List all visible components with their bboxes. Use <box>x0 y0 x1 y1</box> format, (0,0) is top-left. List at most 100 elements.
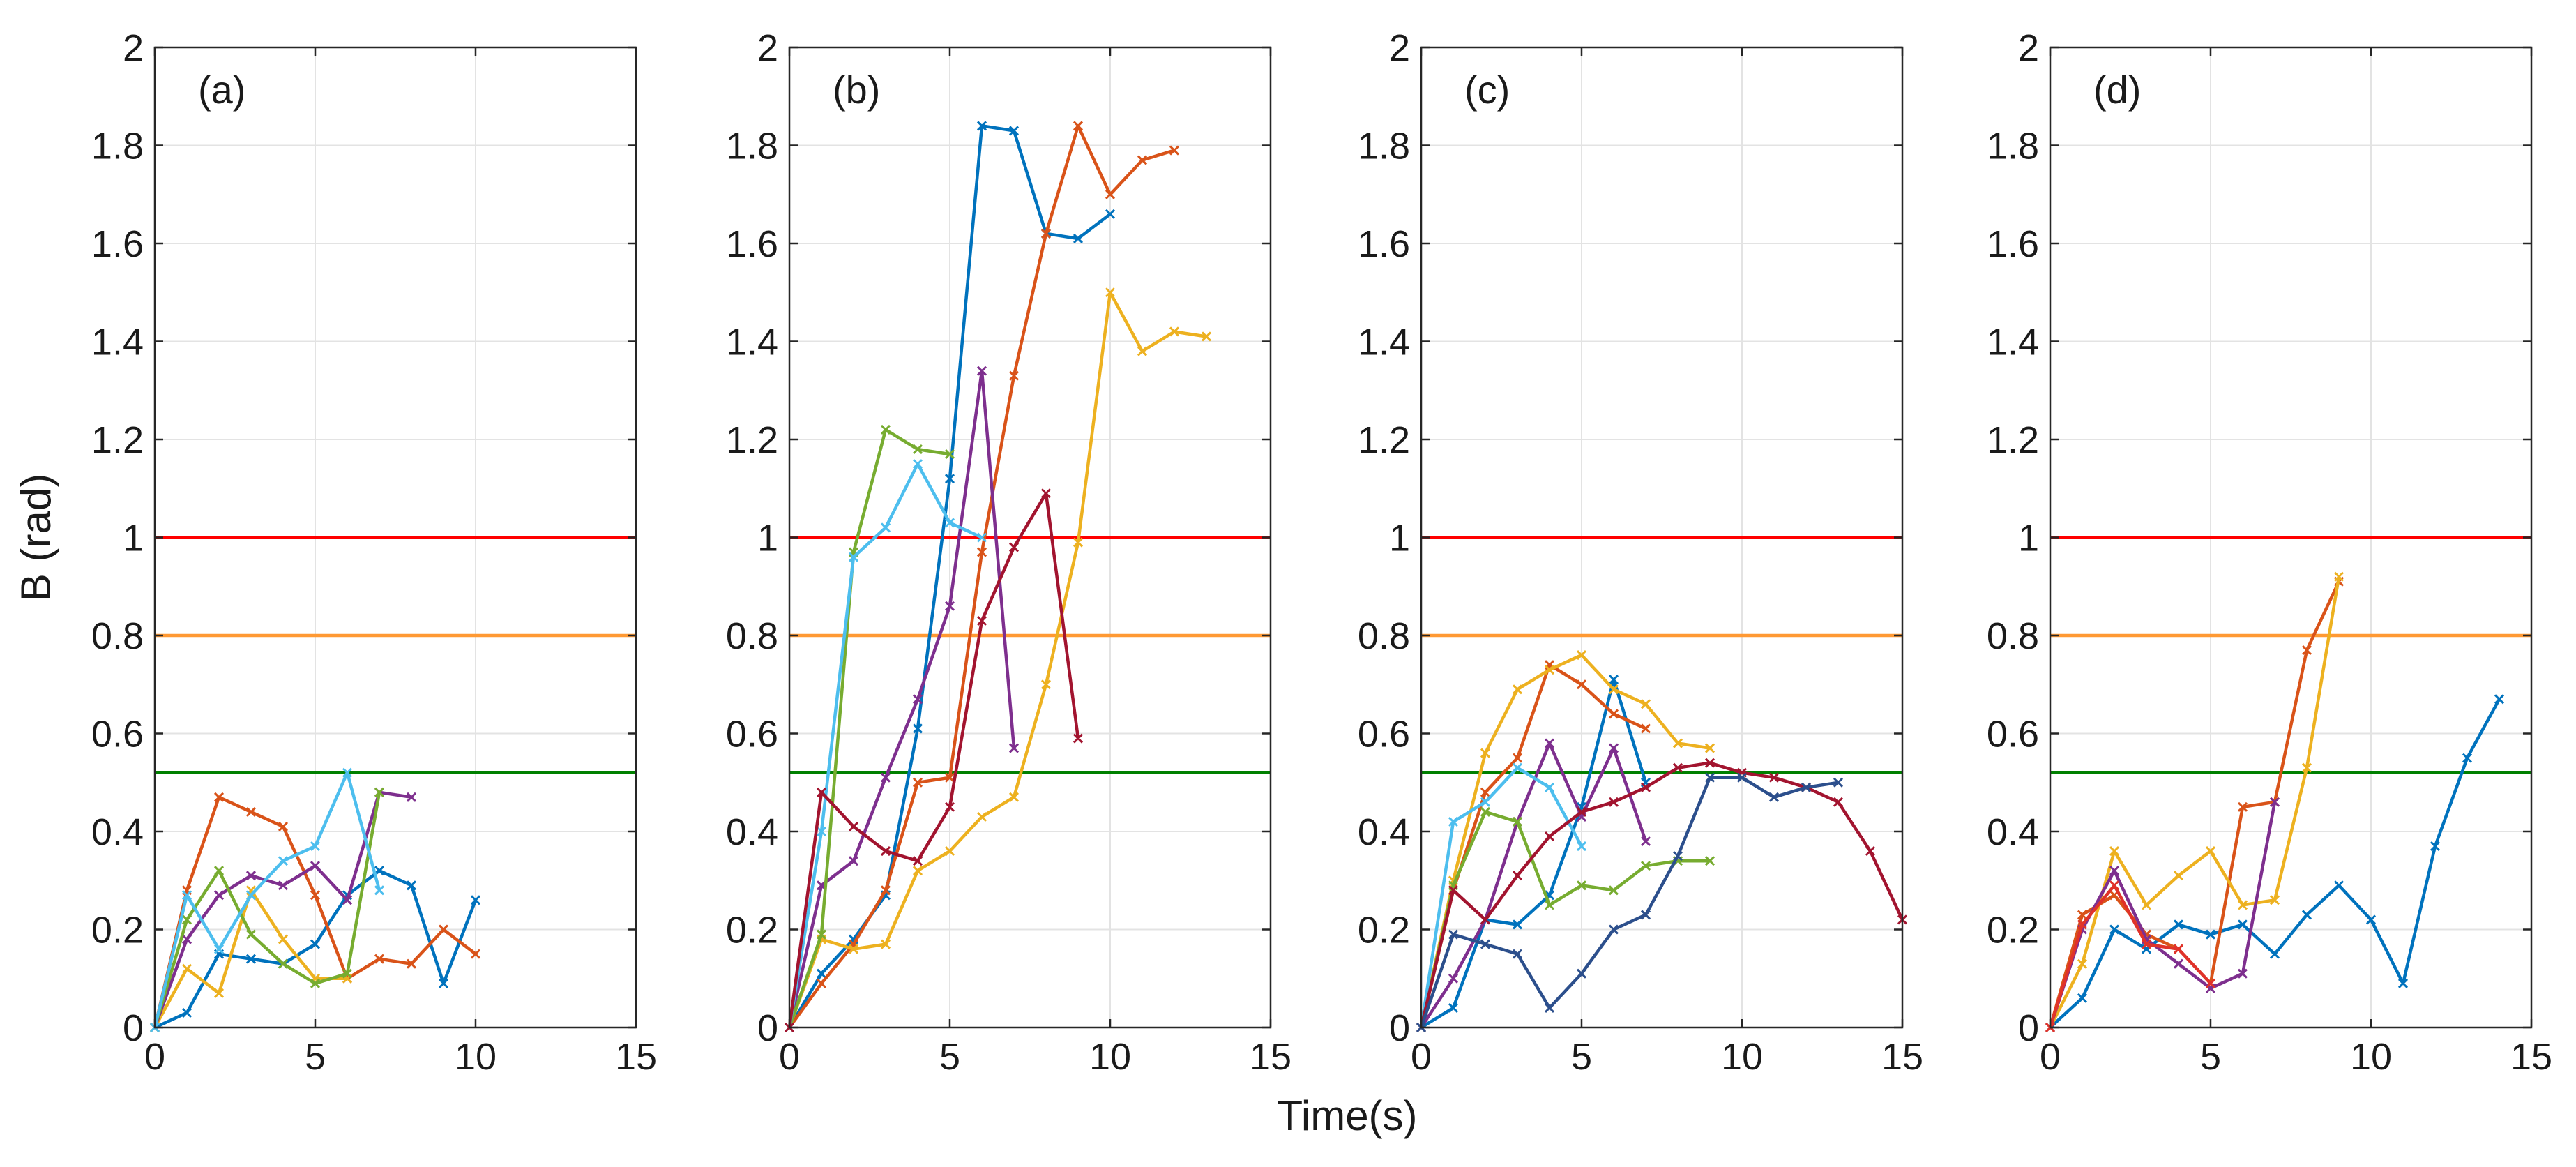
data-point-marker <box>848 552 859 562</box>
data-point-marker <box>406 880 417 891</box>
data-point-marker <box>1865 846 1876 857</box>
y-tick-label: 0 <box>2018 1007 2039 1049</box>
data-point-marker <box>2077 993 2088 1003</box>
y-tick-label: 2 <box>757 27 778 69</box>
data-point-marker <box>1576 650 1587 661</box>
data-point-marker <box>944 772 955 783</box>
data-point-marker <box>1512 871 1523 881</box>
data-point-marker <box>1544 1002 1555 1013</box>
panel-label: (a) <box>198 68 245 112</box>
data-point-marker <box>2205 978 2216 988</box>
data-point-marker <box>2333 571 2344 582</box>
data-point-marker <box>213 890 225 901</box>
data-point-marker <box>1169 145 1180 156</box>
y-tick-label: 1.8 <box>1987 126 2039 167</box>
data-point-marker <box>2109 880 2120 891</box>
data-point-marker <box>976 121 987 131</box>
data-point-marker <box>1448 885 1459 896</box>
data-point-marker <box>2205 929 2216 940</box>
data-point-marker <box>2301 645 2312 656</box>
data-point-marker <box>976 615 987 626</box>
data-point-marker <box>1768 792 1780 802</box>
data-point-marker <box>1448 929 1459 940</box>
data-point-marker <box>1008 542 1020 552</box>
data-point-marker <box>2430 841 2441 852</box>
data-point-marker <box>2173 944 2184 954</box>
data-point-marker <box>1105 287 1116 298</box>
series-line-red <box>2048 884 2212 1028</box>
data-point-marker <box>1480 939 1491 949</box>
y-tick-label: 1.8 <box>91 126 144 167</box>
y-tick-label: 2 <box>1389 27 1410 69</box>
data-point-marker <box>1736 772 1748 783</box>
y-tick-label: 1.2 <box>91 419 144 461</box>
data-point-marker <box>2109 846 2120 857</box>
data-point-marker <box>880 424 891 435</box>
data-point-marker <box>1073 233 1084 244</box>
data-point-marker <box>912 723 923 734</box>
data-point-marker <box>1608 924 1619 935</box>
y-tick-label: 1.4 <box>1358 322 1410 363</box>
data-point-marker <box>1137 155 1148 165</box>
x-tick-label: 0 <box>1411 1036 1432 1078</box>
y-tick-label: 0.6 <box>726 714 778 755</box>
data-point-marker <box>2205 846 2216 857</box>
data-point-marker <box>2269 949 2280 959</box>
y-tick-label: 2 <box>2018 27 2039 69</box>
series-line-cyan <box>1419 766 1583 1028</box>
data-point-marker <box>1768 772 1780 783</box>
data-point-marker <box>181 963 192 974</box>
data-point-marker <box>1008 370 1020 381</box>
y-tick-label: 0.2 <box>1987 910 2039 951</box>
x-tick-label: 15 <box>1881 1036 1923 1078</box>
data-point-marker <box>816 978 827 988</box>
data-point-marker <box>1512 762 1523 773</box>
data-point-marker <box>213 792 225 802</box>
y-tick-label: 1.6 <box>1987 223 2039 265</box>
data-point-marker <box>880 939 891 949</box>
data-point-marker <box>1576 679 1587 690</box>
y-tick-label: 1 <box>123 518 144 559</box>
series-blue <box>1416 675 1651 1033</box>
data-point-marker <box>342 767 353 778</box>
data-point-marker <box>1704 856 1715 866</box>
data-point-marker <box>470 895 481 905</box>
y-tick-label: 0.4 <box>91 811 144 853</box>
y-tick-label: 1 <box>2018 518 2039 559</box>
data-point-marker <box>2269 895 2280 905</box>
y-tick-label: 1.6 <box>91 223 144 265</box>
data-point-marker <box>278 934 289 944</box>
y-tick-label: 1.8 <box>1358 126 1410 167</box>
data-point-marker <box>944 474 955 484</box>
x-tick-label: 10 <box>455 1036 497 1078</box>
data-point-marker <box>2269 797 2280 807</box>
series-line-blue <box>1420 677 1648 1029</box>
data-point-marker <box>2077 910 2088 920</box>
data-point-marker <box>1137 346 1148 356</box>
data-point-marker <box>181 914 192 925</box>
series-line-green <box>1419 810 1710 1028</box>
series-line-green <box>153 792 381 1028</box>
data-point-marker <box>816 968 827 979</box>
data-point-marker <box>310 890 321 901</box>
data-point-marker <box>1833 797 1844 807</box>
data-point-marker <box>1008 792 1020 802</box>
y-tick-label: 0 <box>757 1007 778 1049</box>
data-point-marker <box>470 949 481 959</box>
data-point-marker <box>944 846 955 857</box>
data-point-marker <box>1576 968 1587 979</box>
data-point-marker <box>1512 684 1523 695</box>
data-point-marker <box>1640 782 1651 792</box>
data-point-marker <box>1512 949 1523 959</box>
data-point-marker <box>1480 787 1491 797</box>
data-point-marker <box>2494 694 2505 705</box>
data-point-marker <box>245 954 257 964</box>
data-point-marker <box>1640 910 1651 920</box>
data-point-marker <box>1672 762 1683 773</box>
data-point-marker <box>2141 939 2152 949</box>
data-point-marker <box>1008 743 1020 753</box>
data-point-marker <box>2397 978 2409 988</box>
data-point-marker <box>944 601 955 611</box>
y-tick-label: 1 <box>1389 518 1410 559</box>
data-point-marker <box>1512 753 1523 763</box>
